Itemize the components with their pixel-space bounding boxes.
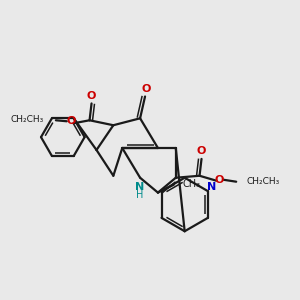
Text: O: O xyxy=(141,84,151,94)
Text: N: N xyxy=(136,182,145,192)
Text: N: N xyxy=(207,182,216,192)
Text: O: O xyxy=(66,116,75,126)
Text: CH₂CH₃: CH₂CH₃ xyxy=(11,115,44,124)
Text: O: O xyxy=(87,91,96,100)
Text: O: O xyxy=(197,146,206,156)
Text: H: H xyxy=(136,190,144,200)
Text: CH₂CH₃: CH₂CH₃ xyxy=(246,177,279,186)
Text: O: O xyxy=(215,175,224,185)
Text: CH₃: CH₃ xyxy=(183,179,201,189)
